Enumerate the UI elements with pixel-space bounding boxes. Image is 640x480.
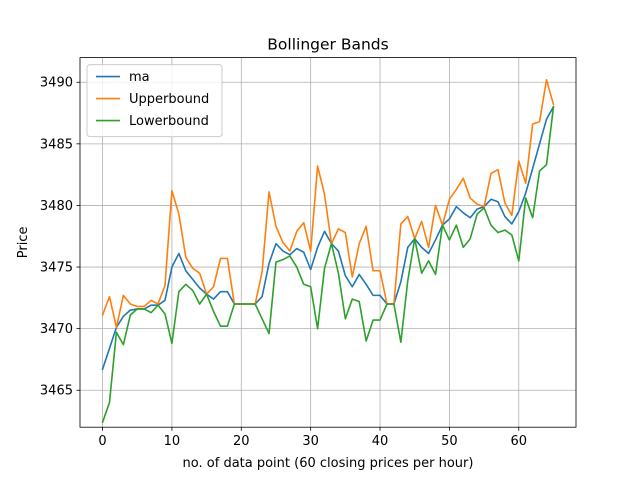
y-tick-label: 3490 xyxy=(40,76,73,91)
x-tick-label: 10 xyxy=(164,434,181,449)
y-tick-label: 3485 xyxy=(40,137,73,152)
grid xyxy=(80,57,576,428)
x-tick-label: 0 xyxy=(98,434,106,449)
chart-title: Bollinger Bands xyxy=(267,36,388,54)
x-tick-label: 20 xyxy=(233,434,250,449)
legend-box xyxy=(86,64,223,138)
ticks: 0 10 20 30 40 50 60 3465 3470 3475 3480 3485 3490 xyxy=(40,76,527,449)
series-layer xyxy=(101,78,555,424)
y-axis-label: Price xyxy=(16,227,31,259)
y-tick-label: 3480 xyxy=(40,199,73,214)
legend-label: Upperbound xyxy=(129,92,209,107)
x-axis-label: no. of data point (60 closing prices per… xyxy=(183,456,474,471)
legend-label: Lowerbound xyxy=(129,114,209,129)
x-tick-label: 50 xyxy=(441,434,458,449)
x-tick-label: 40 xyxy=(372,434,389,449)
x-tick-label: 60 xyxy=(510,434,527,449)
axes-frame xyxy=(79,57,577,428)
series-line-ma xyxy=(101,105,555,371)
y-tick-label: 3470 xyxy=(40,322,73,337)
series-line-upperbound xyxy=(101,78,555,329)
legend-label: ma xyxy=(129,70,150,85)
series-line-lowerbound xyxy=(101,105,555,424)
x-tick-label: 30 xyxy=(302,434,319,449)
legend: ma Upperbound Lowerbound xyxy=(86,64,223,138)
y-tick-label: 3475 xyxy=(40,261,73,276)
y-tick-label: 3465 xyxy=(40,384,73,399)
